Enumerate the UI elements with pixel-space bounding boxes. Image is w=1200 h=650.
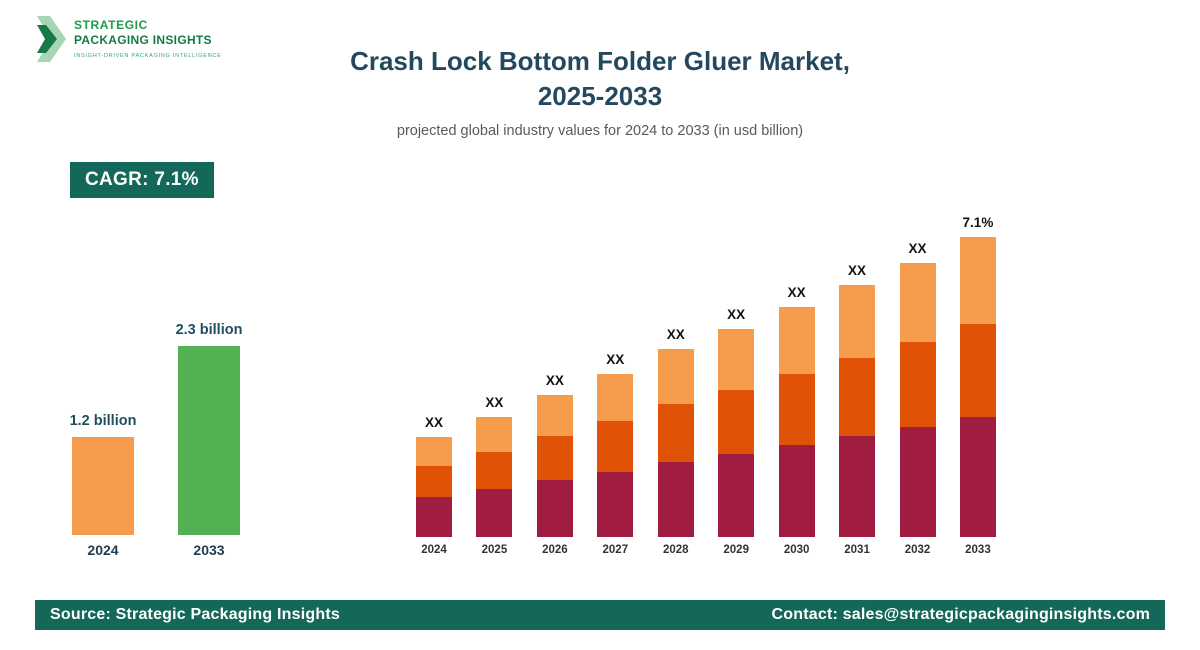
page-title-line1: Crash Lock Bottom Folder Gluer Market, xyxy=(350,46,850,76)
summary-bar-value-label: 2.3 billion xyxy=(175,322,243,338)
stacked-bar-2024: XX 2024 xyxy=(412,198,456,558)
stacked-bar-value-label: XX xyxy=(666,327,685,342)
stacked-bar-year-label: 2032 xyxy=(904,544,931,556)
summary-bar-2024: 1.2 billion 2024 xyxy=(69,320,137,558)
stacked-bar-year-label: 2027 xyxy=(602,544,629,556)
segment-middle-segment xyxy=(476,452,513,489)
stacked-bar-year-label: 2029 xyxy=(723,544,749,556)
stacked-bar-2032: XX 2032 xyxy=(896,198,940,558)
segment-top-segment xyxy=(597,374,634,421)
segment-bottom-segment xyxy=(536,480,573,537)
segment-bottom-segment xyxy=(597,472,634,537)
stacked-bar-2028: XX 2028 xyxy=(654,198,698,558)
chevron-arrow-icon xyxy=(35,14,67,69)
footer-source: Source: Strategic Packaging Insights xyxy=(50,606,340,623)
summary-bar-rect xyxy=(178,346,240,535)
summary-bar-rect xyxy=(72,437,134,535)
stacked-bar-year-label: 2024 xyxy=(421,544,447,556)
logo-name-line2: PACKAGING INSIGHTS xyxy=(74,33,212,47)
segment-middle-segment xyxy=(536,436,573,480)
cagr-badge: CAGR: 7.1% xyxy=(70,162,214,198)
stacked-bar-value-label: XX xyxy=(545,373,564,388)
segment-middle-segment xyxy=(839,358,876,436)
stacked-bar-value-label: XX xyxy=(727,307,746,322)
segment-bottom-segment xyxy=(959,417,996,537)
stacked-bar-value-label: XX xyxy=(606,352,625,367)
segment-middle-segment xyxy=(778,374,815,445)
stacked-bar-year-label: 2028 xyxy=(662,544,689,556)
segment-middle-segment xyxy=(657,404,694,462)
stacked-bar-year-label: 2025 xyxy=(481,544,508,556)
stacked-bar-value-label: XX xyxy=(787,285,806,300)
stacked-bar-value-label: XX xyxy=(848,263,867,278)
summary-bar-year-label: 2033 xyxy=(193,542,225,558)
footer-bar: Source: Strategic Packaging Insights Con… xyxy=(35,600,1165,630)
title-block: Crash Lock Bottom Folder Gluer Market, 2… xyxy=(230,44,970,139)
summary-chart: 1.2 billion 2024 2.3 billion 2033 xyxy=(69,320,243,558)
segment-middle-segment xyxy=(959,324,996,417)
stacked-bar-value-label: XX xyxy=(424,415,443,430)
page-title-line2: 2025-2033 xyxy=(537,81,663,112)
summary-bar-year-label: 2024 xyxy=(87,542,119,558)
stacked-chart: XX 2024 XX 2025 XX 2026 XX 2027 XX 2028 XX 2029 XX 20… xyxy=(412,198,1000,558)
footer-contact: Contact: sales@strategicpackaginginsight… xyxy=(771,606,1150,623)
logo-name-line1: STRATEGIC xyxy=(74,18,148,32)
stacked-bar-year-label: 2030 xyxy=(783,544,810,556)
segment-middle-segment xyxy=(899,342,936,427)
segment-bottom-segment xyxy=(718,454,755,537)
segment-bottom-segment xyxy=(657,462,694,537)
stacked-bar-2033: 7.1% 2033 xyxy=(956,198,1000,558)
segment-bottom-segment xyxy=(778,445,815,537)
segment-top-segment xyxy=(657,349,694,404)
stacked-bar-value-label: 7.1% xyxy=(962,215,994,230)
brand-logo: STRATEGIC PACKAGING INSIGHTS INSIGHT-DRI… xyxy=(35,14,222,69)
segment-top-segment xyxy=(839,285,876,358)
page-subtitle: projected global industry values for 202… xyxy=(396,123,804,140)
segment-top-segment xyxy=(416,437,452,466)
page-title: Crash Lock Bottom Folder Gluer Market, 2… xyxy=(230,44,970,114)
stacked-bar-2027: XX 2027 xyxy=(593,198,637,558)
stacked-bar-2025: XX 2025 xyxy=(472,198,516,558)
segment-middle-segment xyxy=(416,466,452,497)
logo-tagline: INSIGHT-DRIVEN PACKAGING INTELLIGENCE xyxy=(74,53,222,59)
stacked-bar-2026: XX 2026 xyxy=(533,198,577,558)
segment-bottom-segment xyxy=(476,489,513,537)
stacked-bar-value-label: XX xyxy=(908,241,927,256)
stacked-bar-2029: XX 2029 xyxy=(714,198,758,558)
segment-bottom-segment xyxy=(416,497,452,537)
stacked-bar-year-label: 2031 xyxy=(844,544,870,556)
segment-top-segment xyxy=(959,237,996,324)
segment-middle-segment xyxy=(597,421,634,472)
segment-bottom-segment xyxy=(839,436,876,537)
segment-top-segment xyxy=(476,417,513,452)
stacked-bar-year-label: 2026 xyxy=(542,544,568,556)
segment-top-segment xyxy=(536,395,573,436)
segment-bottom-segment xyxy=(899,427,936,537)
segment-top-segment xyxy=(899,263,936,342)
summary-bar-value-label: 1.2 billion xyxy=(69,413,137,429)
segment-middle-segment xyxy=(718,390,755,454)
segment-top-segment xyxy=(778,307,815,374)
segment-top-segment xyxy=(718,329,755,390)
stacked-bar-value-label: XX xyxy=(485,395,504,410)
stacked-bar-2031: XX 2031 xyxy=(835,198,879,558)
summary-bar-2033: 2.3 billion 2033 xyxy=(175,320,243,558)
stacked-bar-2030: XX 2030 xyxy=(775,198,819,558)
stacked-bar-year-label: 2033 xyxy=(965,544,991,556)
